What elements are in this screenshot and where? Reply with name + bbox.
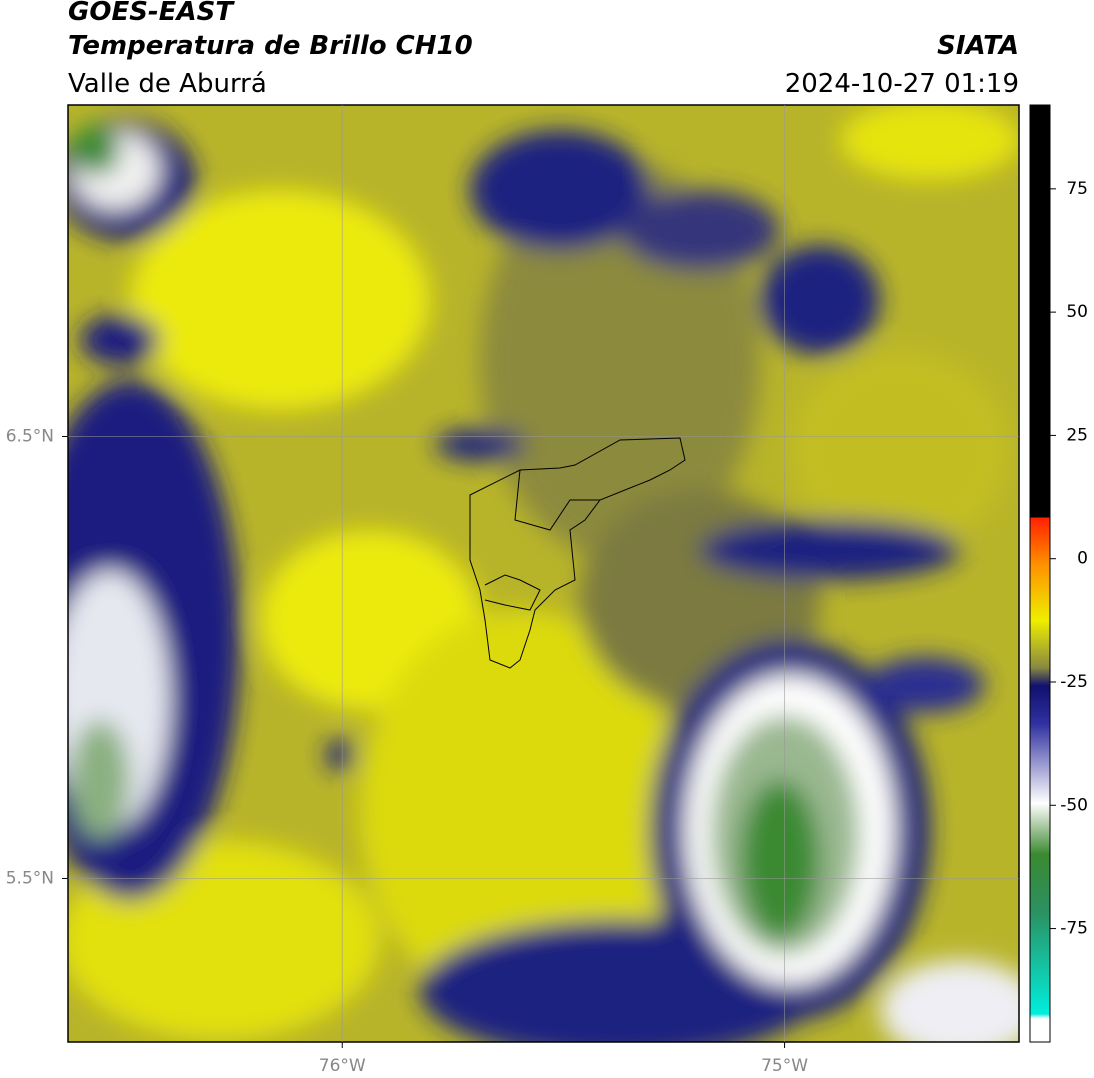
municipal-boundaries [514, 469, 600, 531]
colorbar-tick-label: -25 [1060, 672, 1088, 692]
municipal-boundaries [469, 437, 686, 669]
x-tick-label: 75°W [761, 1056, 808, 1076]
colorbar [1029, 104, 1051, 1043]
satellite-image [68, 105, 1019, 1042]
municipal-boundaries [484, 574, 541, 611]
colorbar-tick-label: 25 [1066, 425, 1088, 445]
colorbar-tick-label: 0 [1077, 549, 1088, 569]
colorbar-tick-label: -50 [1060, 795, 1088, 815]
region: Valle de Aburrá [68, 69, 267, 99]
colorbar-tick-label: -75 [1060, 919, 1088, 939]
x-tick-label: 76°W [319, 1056, 366, 1076]
datetime: 2024-10-27 01:19 [785, 69, 1019, 99]
map-frame [67, 104, 1020, 1043]
y-tick-label: 5.5°N [6, 868, 54, 888]
title: GOES-EAST [68, 0, 235, 27]
y-tick-label: 6.5°N [6, 426, 54, 446]
subtitle: Temperatura de Brillo CH10 [68, 31, 473, 61]
colorbar-tick-label: 50 [1066, 302, 1088, 322]
source: SIATA [937, 31, 1019, 61]
colorbar-tick-label: 75 [1066, 179, 1088, 199]
